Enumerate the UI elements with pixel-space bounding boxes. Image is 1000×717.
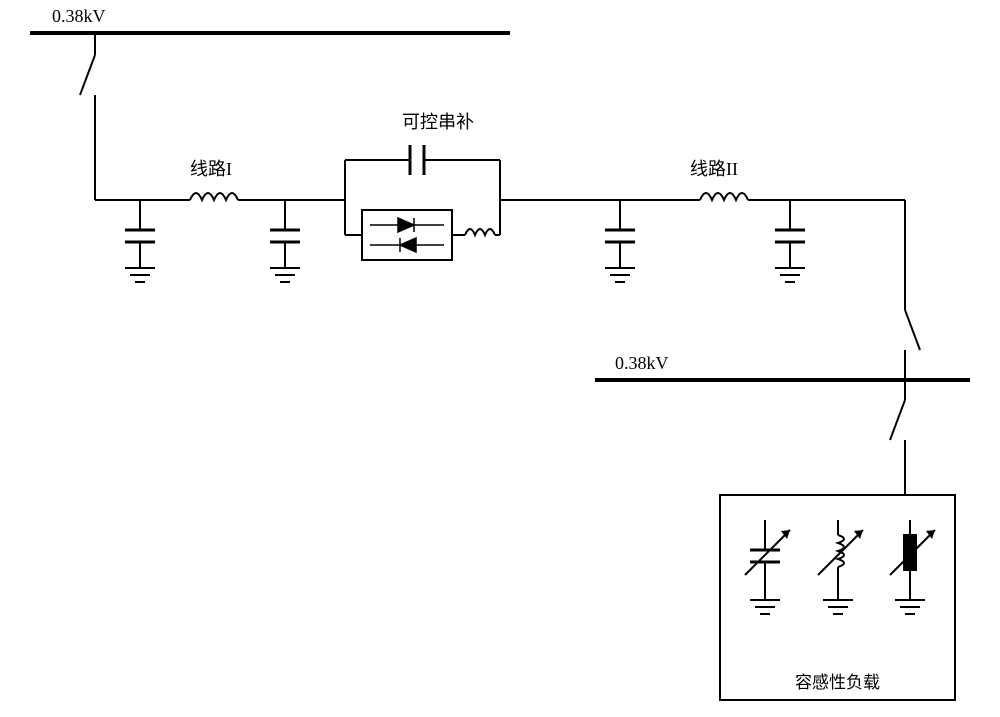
load-variable-capacitor [745, 520, 790, 614]
line1-cap-right [270, 200, 300, 282]
line2-inductor [700, 193, 748, 200]
switch-3 [890, 400, 905, 440]
load-variable-resistor [890, 520, 935, 614]
switch-1 [80, 55, 95, 95]
tcsc [345, 145, 500, 260]
load-variable-inductor [818, 520, 863, 614]
line1-inductor [190, 193, 238, 200]
line2-cap-left [605, 200, 635, 282]
line1-cap-left [125, 200, 155, 282]
switch-2 [905, 310, 920, 350]
line2-cap-right [775, 200, 805, 282]
circuit-diagram [0, 0, 1000, 717]
